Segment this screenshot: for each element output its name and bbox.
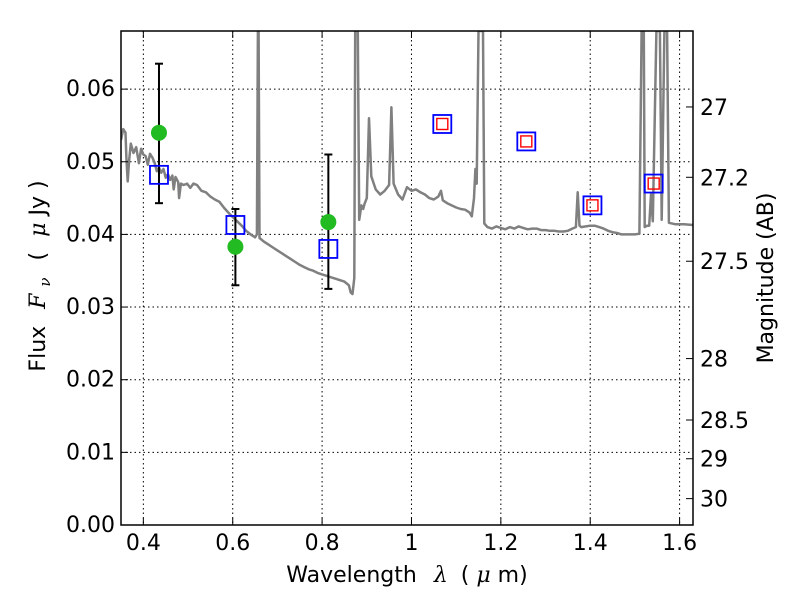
x-tick-label: 0.8 <box>305 531 340 556</box>
y-tick-label: 0.02 <box>66 368 115 393</box>
y-axis-label-unit-open: ( <box>26 252 51 261</box>
y-axis-label-subscript: ν <box>36 277 54 286</box>
y-axis-label: Flux F ν ( μ Jy ) <box>26 180 56 371</box>
x-tick-label: 1.2 <box>483 531 518 556</box>
x-axis-label-text: Wavelength <box>286 563 417 588</box>
y-axis-label-unit-mu: μ <box>26 223 51 237</box>
y2-tick-label: 29 <box>700 448 728 473</box>
x-axis-label-unit-mu: μ <box>476 563 490 588</box>
sed-model-layer <box>121 31 693 296</box>
y2-axis-label: Magnitude (AB) <box>754 193 779 364</box>
model-flux-square <box>149 164 169 185</box>
sed-model-curve <box>121 31 693 296</box>
predicted-flux-square <box>647 177 660 190</box>
plot-frame <box>120 30 694 526</box>
plot-background <box>121 31 693 525</box>
x-axis-label-unit-open: ( <box>461 563 470 588</box>
model-flux-square <box>432 114 453 134</box>
x-tick-label: 1 <box>404 531 418 556</box>
model-flux-square <box>225 215 246 235</box>
y2-tick-label: 27 <box>700 96 728 121</box>
x-axis-label-unit-rest: m) <box>498 563 528 588</box>
y2-tick-label: 28 <box>700 348 728 373</box>
y-tick-label: 0.04 <box>66 222 115 247</box>
predicted-flux-square <box>520 135 533 148</box>
predicted-flux-square <box>586 199 599 212</box>
x-tick-label: 1.6 <box>662 531 697 556</box>
x-axis-label-symbol: λ <box>433 563 448 588</box>
x-axis-label: Wavelength λ ( μ m) <box>286 563 527 588</box>
y-axis-label-unit-rest: Jy ) <box>26 180 51 217</box>
model-flux-square <box>516 131 537 152</box>
y-tick-label: 0.01 <box>66 440 115 465</box>
data-points-layer <box>149 62 664 290</box>
y2-tick-label: 28.5 <box>700 409 749 434</box>
observed-flux-point <box>320 214 337 231</box>
axis-ticks: 0.4 0.6 0.8 1 1.2 1.4 1.6 0.00 0.01 0.02 0.03 0.04 0… <box>66 31 749 556</box>
y-tick-label: 0.00 <box>66 513 115 538</box>
y-axis-label-text: Flux <box>26 326 51 372</box>
x-tick-label: 1.4 <box>573 531 608 556</box>
y-tick-label: 0.05 <box>66 150 115 175</box>
y2-tick-label: 27.5 <box>700 250 749 275</box>
y2-tick-label: 27.2 <box>700 166 749 191</box>
model-flux-square <box>318 239 339 259</box>
model-flux-square <box>643 173 664 194</box>
x-tick-label: 0.6 <box>215 531 250 556</box>
x-tick-label: 0.4 <box>126 531 161 556</box>
y2-tick-label: 30 <box>700 488 728 513</box>
y-tick-label: 0.06 <box>66 77 115 102</box>
observed-flux-point <box>227 238 244 255</box>
y-tick-label: 0.03 <box>66 295 115 320</box>
observed-flux-point <box>150 124 167 141</box>
model-flux-square <box>582 195 603 216</box>
y-axis-label-symbol: F <box>26 293 51 310</box>
predicted-flux-square <box>436 117 449 131</box>
